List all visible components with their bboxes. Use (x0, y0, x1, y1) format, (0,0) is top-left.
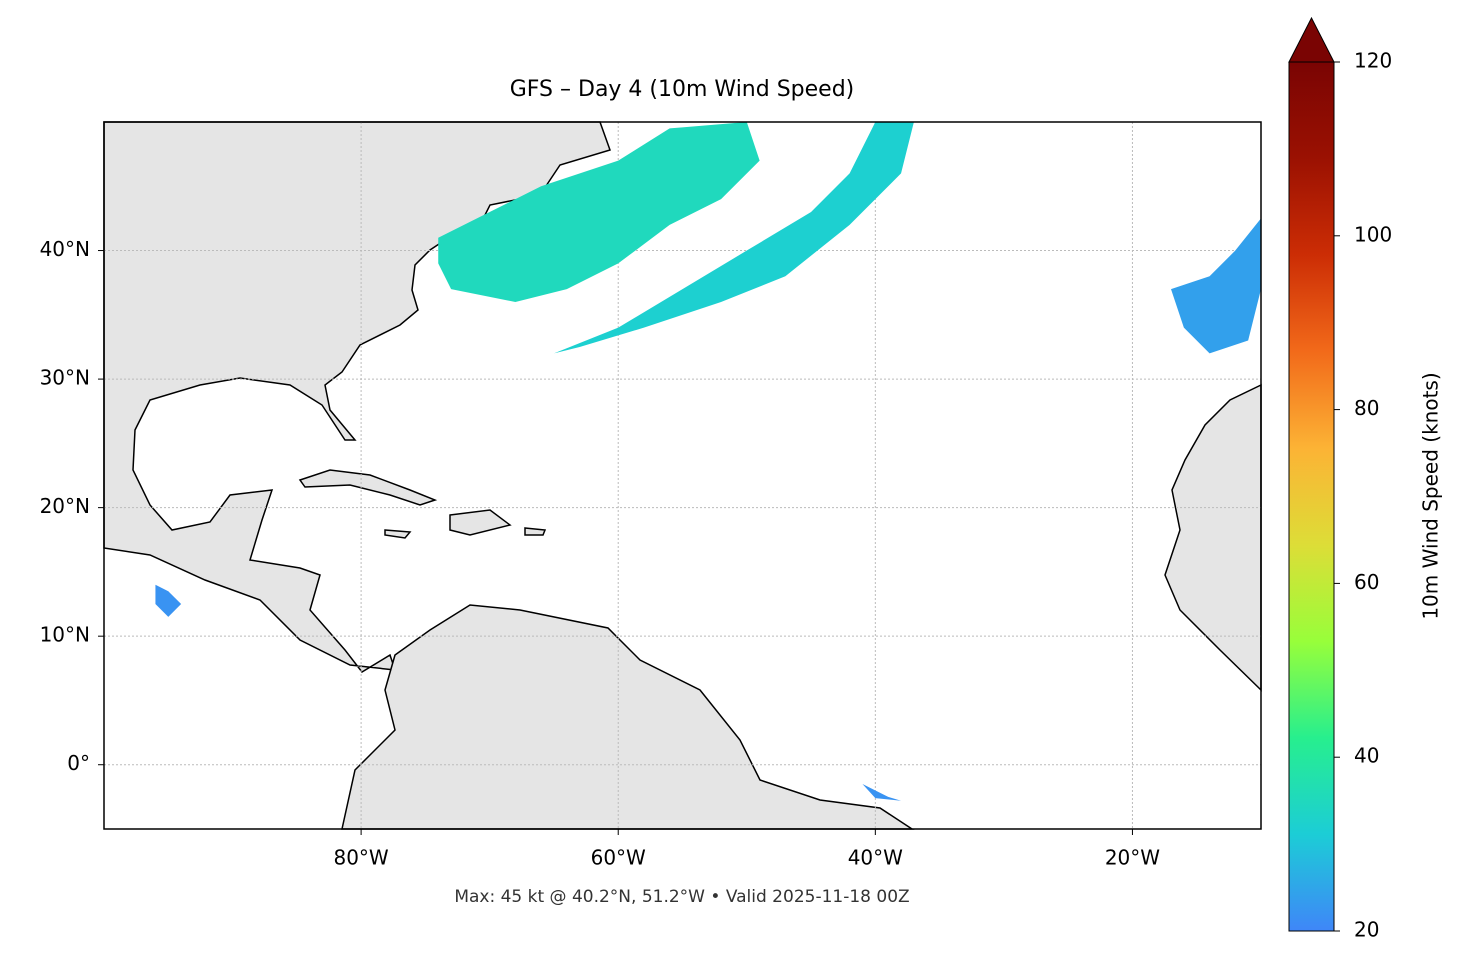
x-tick-label: 20°W (1105, 846, 1160, 870)
footer: Max: 45 kt @ 40.2°N, 51.2°W • Valid 2025… (454, 887, 909, 907)
wind-area (862, 784, 902, 801)
colorbar-tick-label: 40 (1354, 744, 1379, 768)
y-tick-label: 20°N (40, 494, 90, 518)
chart-title: GFS – Day 4 (10m Wind Speed) (510, 77, 855, 102)
x-tick-label: 40°W (848, 846, 903, 870)
x-tick-label: 80°W (333, 846, 388, 870)
colorbar-tick-label: 100 (1354, 222, 1392, 246)
wind-area (1171, 218, 1261, 354)
wind-area (438, 122, 760, 302)
colorbar-extend (1288, 16, 1335, 63)
wind-area (155, 584, 182, 617)
x-tick-label: 60°W (591, 846, 646, 870)
wind-area (553, 122, 914, 354)
y-tick-label: 30°N (40, 366, 90, 390)
y-tick-label: 0° (67, 751, 90, 775)
land (103, 121, 1262, 830)
wind-field (155, 122, 1261, 801)
colorbar-label: 10m Wind Speed (knots) (1419, 372, 1443, 619)
plot-frame (103, 121, 1262, 830)
colorbar-tick-label: 20 (1354, 918, 1379, 942)
y-tick-label: 10°N (40, 623, 90, 647)
colorbar-tick-label: 60 (1354, 570, 1379, 594)
colorbar-tick-label: 120 (1354, 49, 1392, 73)
colorbar (1288, 61, 1335, 932)
colorbar-tick-label: 80 (1354, 396, 1379, 420)
y-tick-label: 40°N (40, 237, 90, 261)
